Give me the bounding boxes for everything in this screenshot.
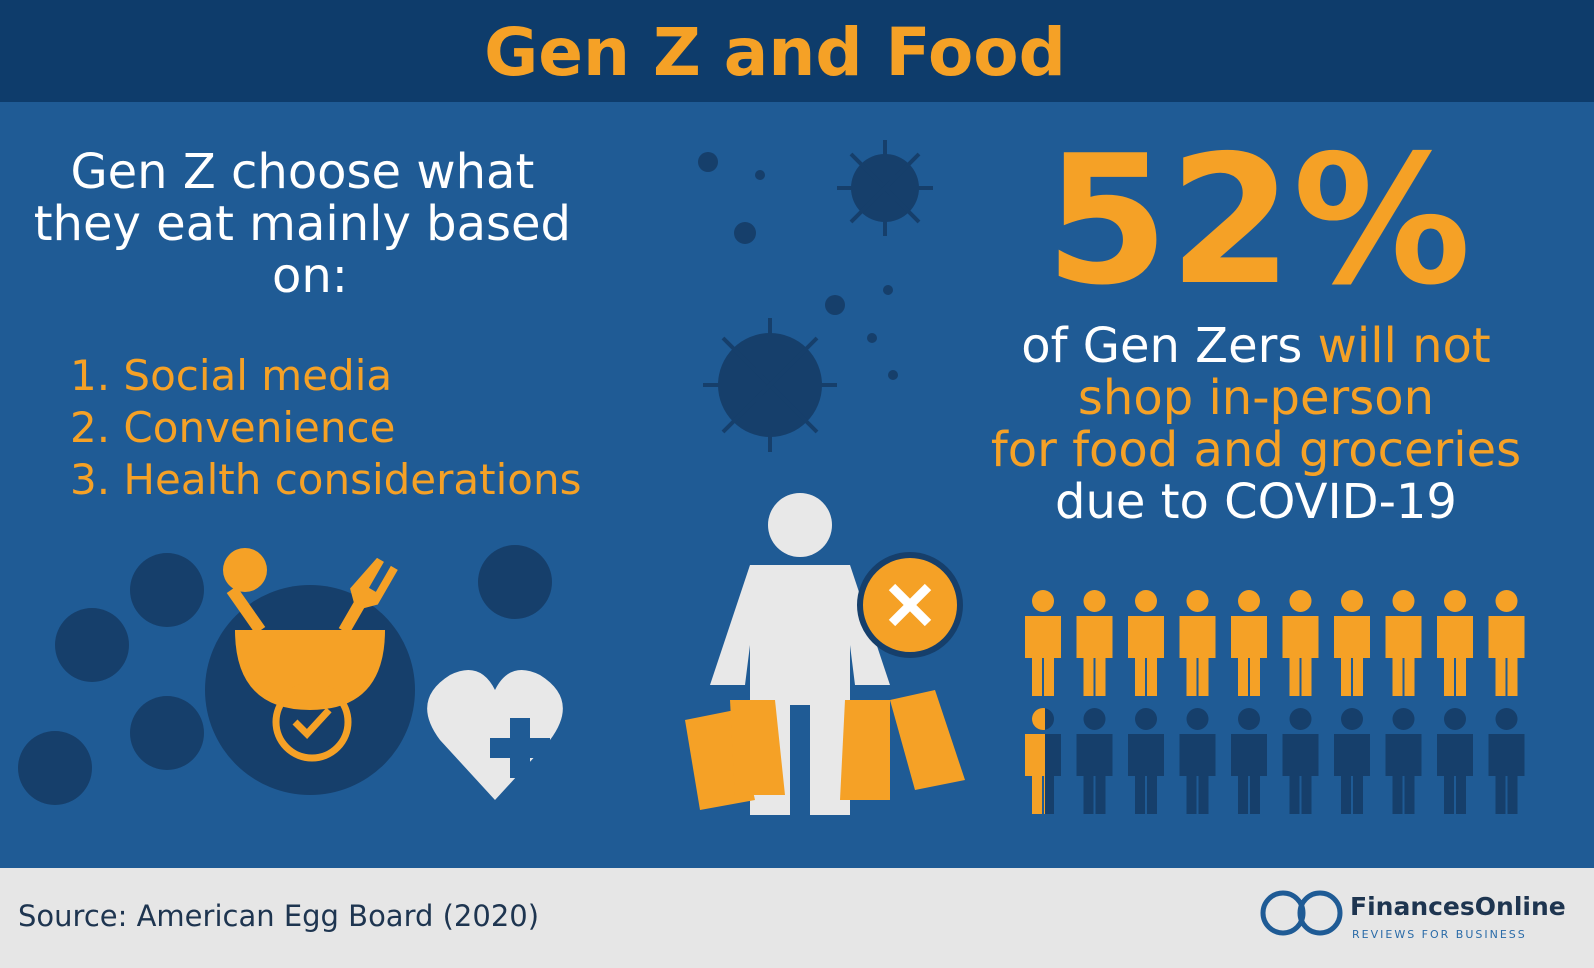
person-head <box>1238 708 1260 730</box>
person-body <box>1025 734 1045 814</box>
person-body <box>1385 734 1422 814</box>
person-head <box>1186 590 1209 612</box>
stat-segment: due to COVID-19 <box>1055 474 1457 530</box>
person-body <box>1128 616 1164 696</box>
person-icon <box>1334 590 1370 696</box>
person-icon <box>1076 590 1113 696</box>
reason-item: 1. Social media <box>70 351 392 400</box>
person-head <box>1238 590 1260 612</box>
brand-logo <box>1260 890 1343 936</box>
person-head <box>1495 708 1518 730</box>
header-band <box>0 0 1594 102</box>
person-icon <box>1128 708 1164 814</box>
person-icon <box>1179 708 1216 814</box>
stat-line: of Gen Zers will not <box>1021 318 1490 374</box>
person-body <box>1231 616 1267 696</box>
pictogram <box>1025 590 1525 814</box>
person-icon <box>1179 590 1216 696</box>
person-icon <box>1025 590 1061 696</box>
person-body <box>1385 616 1422 696</box>
stat-line: shop in-person <box>1078 370 1434 426</box>
person-head <box>1341 590 1363 612</box>
person-icon <box>1282 590 1319 696</box>
person-head <box>1289 708 1312 730</box>
virus-decor <box>698 140 933 452</box>
person-head <box>1444 708 1466 730</box>
person-head <box>1341 708 1363 730</box>
footer-band <box>0 868 1594 968</box>
heading-line: Gen Z choose what <box>70 144 534 200</box>
person-icon <box>1334 708 1370 814</box>
stat-segment: will not <box>1302 318 1490 374</box>
person-head <box>1186 708 1209 730</box>
left-heading: Gen Z choose what they eat mainly based … <box>34 144 587 304</box>
person-head <box>1083 708 1106 730</box>
person-head <box>1083 590 1106 612</box>
person-icon <box>1128 590 1164 696</box>
person-body <box>1437 616 1473 696</box>
heading-line: they eat mainly based <box>34 196 571 252</box>
heading-line: on: <box>272 248 348 304</box>
person-body <box>1128 734 1164 814</box>
stat-line: for food and groceries <box>991 422 1521 478</box>
person-body <box>1282 734 1319 814</box>
person-head <box>1392 708 1415 730</box>
person-head <box>1444 590 1466 612</box>
reason-item: 2. Convenience <box>70 403 395 452</box>
title: Gen Z and Food <box>484 14 1066 91</box>
person-body <box>1231 734 1267 814</box>
person-icon <box>1385 708 1422 814</box>
person-head <box>1495 590 1518 612</box>
brand-name: FinancesOnline <box>1350 892 1566 921</box>
person-body <box>1334 734 1370 814</box>
person-icon <box>1231 590 1267 696</box>
source: Source: American Egg Board (2020) <box>18 899 539 933</box>
person-icon <box>1025 708 1045 814</box>
person-body <box>1282 616 1319 696</box>
shopper-icon <box>685 493 965 815</box>
person-body <box>1076 734 1113 814</box>
person-body <box>1179 616 1216 696</box>
person-head <box>1392 590 1415 612</box>
person-body <box>1179 734 1216 814</box>
person-icon <box>1076 708 1113 814</box>
person-icon <box>1385 590 1422 696</box>
person-icon <box>1282 708 1319 814</box>
social-icons <box>18 545 563 805</box>
person-head <box>1032 708 1045 730</box>
person-head <box>1032 590 1054 612</box>
person-body <box>1437 734 1473 814</box>
reason-list: 1. Social media 2. Convenience 3. Health… <box>70 351 582 504</box>
reason-item: 3. Health considerations <box>70 455 582 504</box>
person-body <box>1488 616 1525 696</box>
person-icon <box>1437 708 1473 814</box>
stat-line: due to COVID-19 <box>1055 474 1457 530</box>
person-body <box>1025 616 1061 696</box>
stat-segment: for food and groceries <box>991 422 1521 478</box>
person-icon <box>1488 590 1525 696</box>
person-body <box>1076 616 1113 696</box>
person-body <box>1488 734 1525 814</box>
person-body <box>1334 616 1370 696</box>
stat-value: 52% <box>1045 117 1471 324</box>
person-head <box>1135 590 1157 612</box>
person-icon <box>1437 590 1473 696</box>
brand-tagline: REVIEWS FOR BUSINESS <box>1352 928 1527 941</box>
person-icon <box>1231 708 1267 814</box>
person-icon <box>1488 708 1525 814</box>
stat-segment: shop in-person <box>1078 370 1434 426</box>
person-head <box>1135 708 1157 730</box>
stat-segment: of Gen Zers <box>1021 318 1302 374</box>
person-head <box>1289 590 1312 612</box>
